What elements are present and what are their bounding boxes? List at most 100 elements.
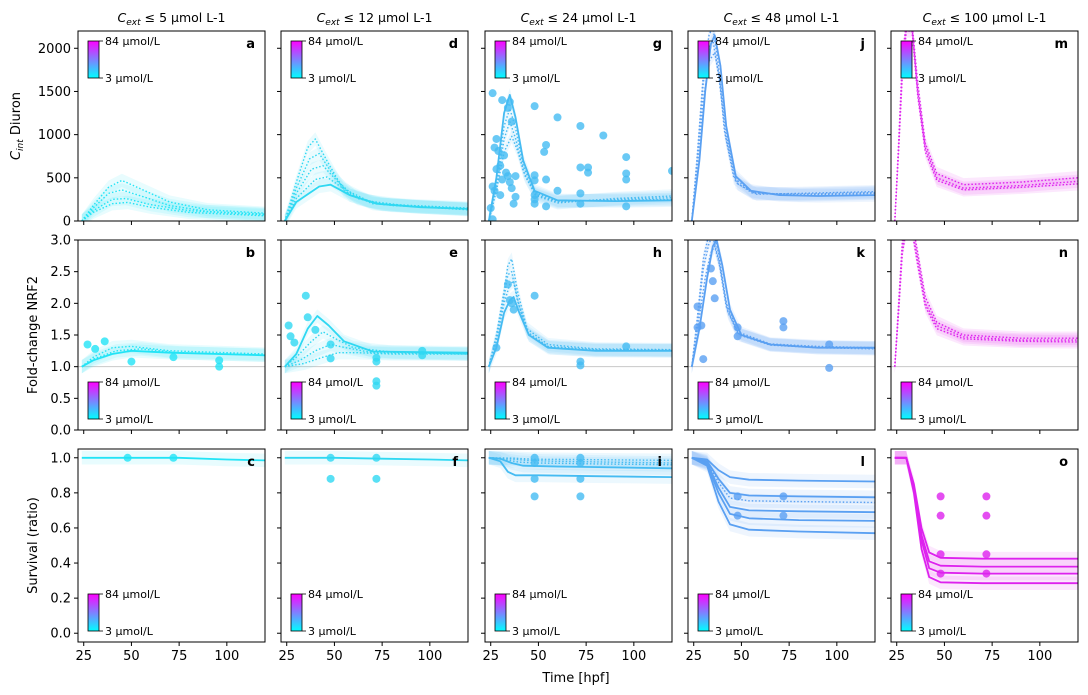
colorbar-max-label-f: 84 µmol/L (308, 588, 364, 601)
panel-letter-n: n (1059, 246, 1068, 261)
panel-m: m 84 µmol/L 3 µmol/L (887, 30, 1079, 225)
uncertainty-band-o-1 (894, 451, 1078, 566)
colorbar-min-label-l: 3 µmol/L (715, 625, 764, 638)
uncertainty-band-l-2 (691, 451, 875, 505)
plot-area-n (891, 240, 1078, 374)
panel-letter-f: f (452, 455, 458, 470)
column-title-4-sub: ext (732, 18, 747, 28)
colorbar-e (290, 381, 303, 420)
panel-c: 25 50 75 100 0.0 0.2 0.4 0.6 0.8 1.0 c 84 µmol/L 3 µ… (50, 448, 266, 664)
colorbar-min-label-o: 3 µmol/L (918, 625, 967, 638)
y-tick-label-c-2: 0.2 (50, 592, 71, 607)
uncertainty-band-o-2 (894, 451, 1078, 574)
data-point-o-8 (982, 569, 991, 578)
column-title-3-rest: ≤ 24 µmol L-1 (544, 10, 637, 25)
data-point-g-20 (511, 192, 520, 201)
column-title-2-rest: ≤ 12 µmol L-1 (340, 10, 433, 25)
data-point-k-6 (708, 277, 717, 286)
panel-f: 25 50 75 100 f 84 µmol/L 3 µmol/L (277, 448, 469, 664)
data-point-l-4 (779, 511, 788, 520)
y-tick-label-a-1: 0 (63, 215, 71, 230)
colorbar-min-label-b: 3 µmol/L (105, 413, 154, 426)
panel-frame-f (280, 448, 469, 643)
series-line-e-1 (284, 315, 468, 368)
column-title-2-main: C (317, 10, 326, 25)
colorbar-max-label-d: 84 µmol/L (308, 35, 364, 48)
data-point-o-5 (982, 492, 991, 501)
colorbar-max-label-c: 84 µmol/L (105, 588, 161, 601)
data-point-g-40 (576, 199, 585, 208)
panel-frame-e (280, 239, 469, 431)
data-point-g-37 (576, 122, 585, 130)
x-tick-label-f-2: 50 (326, 649, 343, 664)
data-point-b-4 (127, 357, 136, 366)
column-title-2-sub: ext (325, 18, 340, 28)
data-point-g-32 (540, 147, 549, 156)
series-line-c-1 (81, 456, 265, 462)
panel-l: 25 50 75 100 l 84 µmol/L 3 µmol/L (684, 448, 876, 664)
colorbar-min-label-a: 3 µmol/L (105, 72, 154, 85)
uncertainty-band-d-4 (284, 170, 468, 221)
column-title-5-rest: ≤ 100 µmol L-1 (946, 10, 1047, 25)
data-point-i-7 (576, 474, 585, 483)
data-point-g-1 (488, 89, 497, 98)
colorbar-m (900, 40, 913, 79)
panel-frame-o (890, 448, 1079, 643)
x-tick-label-o-4: 100 (1027, 649, 1052, 664)
column-title-2: Cext ≤ 12 µmol L-1 (317, 10, 433, 28)
panel-letter-d: d (449, 37, 458, 52)
panel-frame-g (484, 30, 673, 222)
colorbar-n (900, 381, 913, 420)
series-line-l-5 (691, 456, 875, 522)
colorbar-min-label-d: 3 µmol/L (308, 72, 357, 85)
data-point-h-4 (507, 299, 516, 308)
y-tick-label-b-1: 0.0 (50, 424, 71, 439)
panel-j: j 84 µmol/L 3 µmol/L (684, 30, 876, 225)
data-point-k-13 (825, 363, 834, 372)
series-line-d-1 (284, 138, 468, 221)
y-tick-label-c-6: 1.0 (50, 451, 71, 466)
colorbar-max-label-g: 84 µmol/L (512, 35, 568, 48)
uncertainty-band-j-1 (691, 31, 875, 221)
colorbar-min-label-c: 3 µmol/L (105, 625, 154, 638)
panel-e: e 84 µmol/L 3 µmol/L (277, 239, 469, 434)
x-tick-label-l-1: 25 (685, 649, 702, 664)
data-point-g-47 (622, 202, 631, 211)
colorbar-d (290, 40, 303, 79)
y-axis-label-row-1-main: C (9, 150, 24, 160)
plot-area-i (488, 451, 672, 501)
data-point-g-25 (530, 102, 539, 111)
column-title-5-main: C (923, 10, 932, 25)
data-point-l-3 (779, 492, 788, 501)
data-point-h-6 (530, 291, 539, 300)
column-title-4-rest: ≤ 48 µmol L-1 (747, 10, 840, 25)
column-title-1: Cext ≤ 5 µmol L-1 (118, 10, 226, 28)
panel-letter-g: g (653, 37, 662, 52)
colorbar-min-label-g: 3 µmol/L (512, 72, 561, 85)
column-title-3-sub: ext (529, 18, 544, 28)
series-line-o-4 (894, 456, 1078, 585)
data-point-g-39 (576, 189, 585, 198)
data-point-e-4 (301, 291, 310, 300)
x-tick-label-l-3: 75 (781, 649, 798, 664)
y-tick-label-a-4: 1500 (38, 85, 71, 100)
panel-letter-i: i (658, 455, 662, 470)
data-point-b-5 (169, 353, 178, 362)
y-tick-label-c-5: 0.8 (50, 486, 71, 501)
panel-d: d 84 µmol/L 3 µmol/L (277, 30, 469, 225)
colorbar-l (697, 593, 710, 632)
y-tick-label-c-4: 0.6 (50, 521, 71, 536)
data-point-k-1 (693, 302, 702, 311)
y-tick-label-c-1: 0.0 (50, 627, 71, 642)
plot-area-o (894, 451, 1078, 590)
colorbar-min-label-m: 3 µmol/L (918, 72, 967, 85)
data-point-g-4 (492, 134, 501, 143)
panel-frame-l (687, 448, 876, 643)
x-tick-label-i-2: 50 (530, 649, 547, 664)
uncertainty-band-h-1 (488, 290, 672, 374)
uncertainty-band-a-4 (81, 195, 265, 221)
colorbar-max-label-l: 84 µmol/L (715, 588, 771, 601)
data-point-g-13 (503, 172, 512, 181)
panel-letter-k: k (856, 246, 865, 261)
panel-letter-o: o (1059, 455, 1068, 470)
